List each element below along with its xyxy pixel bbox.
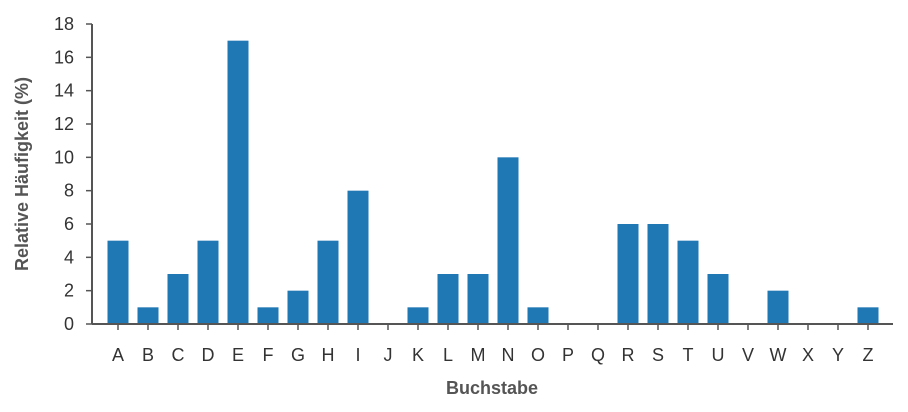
x-axis-title: Buchstabe [446, 378, 538, 398]
x-tick-label: T [683, 345, 694, 365]
x-tick-label: F [263, 345, 274, 365]
bars-group [107, 40, 879, 325]
x-tick-label: M [471, 345, 486, 365]
x-tick-label: D [202, 345, 215, 365]
x-tick-label: P [562, 345, 574, 365]
bar-W [767, 290, 789, 324]
bar-O [527, 307, 549, 324]
bar-U [707, 274, 729, 324]
y-ticks-group: 0 2 4 6 8 10 12 14 16 18 [54, 14, 92, 334]
x-tick-label: V [742, 345, 754, 365]
x-tick-label: Y [832, 345, 844, 365]
bar-T [677, 240, 699, 324]
x-tick-label: O [531, 345, 545, 365]
bar-K [407, 307, 429, 324]
bar-H [317, 240, 339, 324]
y-tick-label: 2 [64, 281, 74, 301]
x-tick-label: N [502, 345, 515, 365]
x-tick-label: I [355, 345, 360, 365]
x-tick-label: K [412, 345, 424, 365]
y-tick-label: 10 [54, 147, 74, 167]
x-tick-label: Z [863, 345, 874, 365]
x-tick-label: X [802, 345, 814, 365]
bar-B [137, 307, 159, 324]
y-axis-title: Relative Häufigkeit (%) [12, 77, 32, 271]
y-tick-label: 8 [64, 181, 74, 201]
y-tick-label: 4 [64, 247, 74, 267]
x-tick-label: W [770, 345, 787, 365]
x-tick-label: J [384, 345, 393, 365]
bar-Z [857, 307, 879, 324]
x-tick-label: S [652, 345, 664, 365]
y-tick-label: 0 [64, 314, 74, 334]
axes-group [91, 24, 893, 325]
bar-I [347, 190, 369, 324]
x-tick-label: R [622, 345, 635, 365]
x-tick-label: E [232, 345, 244, 365]
y-tick-label: 12 [54, 114, 74, 134]
bar-F [257, 307, 279, 324]
bar-R [617, 224, 639, 324]
x-tick-label: Q [591, 345, 605, 365]
bar-N [497, 157, 519, 324]
bar-A [107, 240, 129, 324]
bar-M [467, 274, 489, 324]
x-tick-label: C [172, 345, 185, 365]
bar-S [647, 224, 669, 324]
x-tick-label: U [712, 345, 725, 365]
bar-C [167, 274, 189, 324]
bar-G [287, 290, 309, 324]
y-tick-label: 14 [54, 81, 74, 101]
y-tick-label: 16 [54, 47, 74, 67]
x-tick-label: H [322, 345, 335, 365]
x-tick-label: B [142, 345, 154, 365]
bar-L [437, 274, 459, 324]
y-tick-label: 18 [54, 14, 74, 34]
x-tick-label: G [291, 345, 305, 365]
x-tick-label: A [112, 345, 124, 365]
bar-D [197, 240, 219, 324]
bar-E [227, 40, 249, 325]
x-tick-label: L [443, 345, 453, 365]
y-tick-label: 6 [64, 214, 74, 234]
